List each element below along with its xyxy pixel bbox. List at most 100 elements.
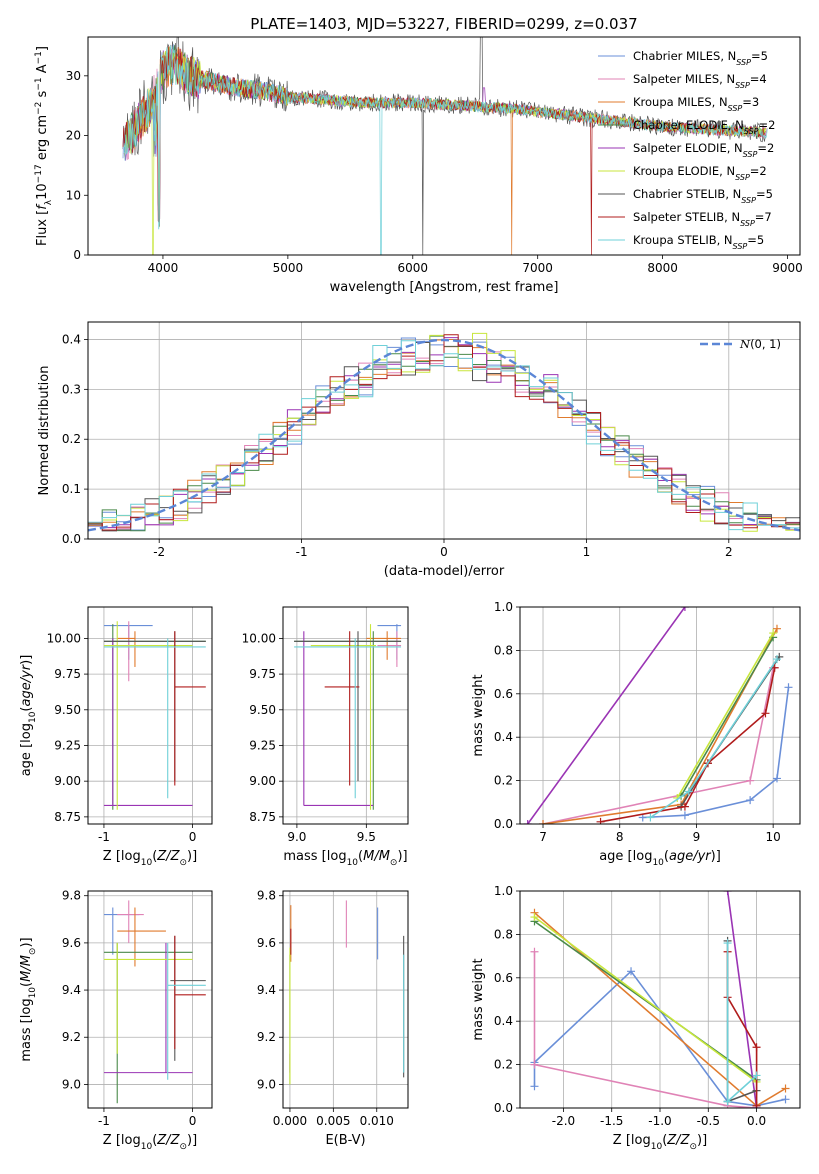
x-tick-label: 9.0 [287,830,306,844]
plot-area-mass-vs-ebv [289,900,405,1085]
plot-area-residuals [88,332,800,532]
histogram-7 [88,334,800,531]
spectrum-line-8 [123,45,768,255]
weight-marker-7 [752,1101,761,1108]
y-tick-label: 9.4 [62,983,81,997]
x-tick-label: 9 [693,830,701,844]
axes-residuals: -2 -1 0 1 2 0.0 0.1 0.2 0.3 0.4 (data-model)/error… [37,321,801,579]
axes-weight-vs-Z: -2.0 -1.5 -1.0 -0.5 0.0 0.0 0.2 0.4 0.6 0.8 1.0 Z [… [471,884,801,1152]
legend: Chabrier MILES, NSSP=5 Salpeter MILES, NS… [598,49,775,251]
weight-marker-8 [723,939,732,948]
weight-marker-0 [680,811,689,820]
y-tick-label: 9.6 [62,936,81,950]
axes-frame [87,606,213,825]
weight-marker-7 [596,817,605,824]
axes-spectrum: 4000 5000 6000 7000 8000 9000 0 10 20 30 wavelengt… [34,36,803,295]
x-tick-label: -2.0 [552,1114,575,1128]
x-tick-label: 6000 [397,261,428,275]
x-tick-label: 7000 [522,261,553,275]
weight-marker-1 [746,776,755,785]
y-tick-label: 9.0 [257,1077,276,1091]
x-axis-label: mass [log10(M/M⊙)] [283,849,407,868]
x-tick-label: -0.5 [697,1114,720,1128]
weight-marker-4 [680,607,689,611]
x-tick-label: 5000 [273,261,304,275]
weight-marker-8 [723,1097,732,1106]
x-tick-label: -1.0 [648,1114,671,1128]
legend-label: Salpeter STELIB, NSSP=7 [633,210,772,228]
y-axis-label: Normed distribution [37,366,52,496]
axes-frame [519,606,801,825]
y-tick-label: 9.25 [54,738,81,752]
y-tick-label: 9.50 [249,703,276,717]
weight-marker-7 [752,1043,761,1052]
weight-marker-0 [627,967,636,976]
axes-mass-vs-ebv: 0.000 0.005 0.010 9.0 9.2 9.4 9.6 9.8 E(B-V) [257,889,409,1148]
plot-area-mass-vs-Z [103,900,206,1104]
weight-line-4 [527,607,686,824]
x-tick-label: 1 [583,545,591,559]
y-tick-label: 0.6 [494,687,513,701]
histogram-8 [88,340,800,531]
weight-marker-0 [784,683,793,692]
legend-label: Kroupa ELODIE, NSSP=2 [633,164,767,182]
weight-marker-2 [781,1084,790,1093]
y-axis-label: mass [log10(M/M⊙)] [19,937,38,1061]
x-tick-label: 8000 [647,261,678,275]
x-tick-label: -1 [98,830,110,844]
y-axis-label: mass weight [471,674,486,756]
x-tick-label: 9.5 [357,830,376,844]
x-tick-label: 0.000 [273,1114,307,1128]
weight-marker-0 [772,774,781,783]
legend-label: Chabrier MILES, NSSP=5 [633,49,768,67]
axes-frame [282,606,409,825]
y-tick-label: 0.4 [494,730,513,744]
x-tick-label: 0.010 [360,1114,394,1128]
weight-marker-8 [752,1071,761,1080]
axes-mass-vs-Z: -1 0 9.0 9.2 9.4 9.6 9.8 Z [log10(Z/Z⊙)] mass [l… [19,889,213,1152]
weight-marker-5 [530,913,539,922]
y-axis-label: Flux [fλ10−17 erg cm−2 s−1 A−1] [34,46,54,246]
axes-age-vs-Z: -1 0 8.75 9.00 9.25 9.50 9.75 10.00 Z [log10(Z/Z… [19,606,213,868]
x-tick-label: 2 [725,545,733,559]
figure-title: PLATE=1403, MJD=53227, FIBERID=0299, z=0… [250,15,637,33]
y-tick-label: 8.75 [54,810,81,824]
y-tick-label: 9.0 [62,1077,81,1091]
y-axis-label: age [log10(age/yr)] [19,655,38,777]
y-tick-label: 0.0 [494,817,513,831]
y-tick-label: 10.00 [47,631,81,645]
y-tick-label: 9.75 [54,667,81,681]
plot-area-weight-vs-Z [530,891,790,1108]
y-tick-label: 9.50 [54,703,81,717]
weight-line-2 [542,628,778,824]
x-tick-label: 4000 [148,261,179,275]
x-tick-label: 10 [766,830,781,844]
y-tick-label: 9.4 [257,983,276,997]
weight-marker-1 [530,947,539,956]
legend-label: Chabrier ELODIE, NSSP=2 [633,118,775,136]
plot-area-weight-vs-age [523,607,793,824]
spectrum-line-7 [122,46,765,255]
x-tick-label: 0.005 [316,1114,350,1128]
y-tick-label: 1.0 [494,600,513,614]
weight-line-3 [680,636,774,797]
y-tick-label: 30 [66,69,81,83]
y-tick-label: 0.0 [494,1101,513,1115]
legend-label: Salpeter ELODIE, NSSP=2 [633,141,774,159]
x-tick-label: -1 [98,1114,110,1128]
weight-marker-0 [781,1095,790,1104]
weight-line-3 [534,920,758,1081]
weight-marker-0 [746,796,755,805]
plot-area-spectrum [122,37,768,255]
axes-age-vs-mass: 9.0 9.5 8.75 9.00 9.25 9.50 9.75 10.00 mass [log… [242,606,409,868]
x-axis-label: (data-model)/error [384,564,505,579]
y-tick-label: 9.2 [62,1030,81,1044]
normal-reference-curve [88,338,800,532]
weight-line-5 [676,632,774,799]
x-axis-label: wavelength [Angstrom, rest frame] [330,280,559,295]
weight-marker-8 [684,787,693,796]
y-tick-label: 0.2 [494,774,513,788]
legend-label: Kroupa STELIB, NSSP=5 [633,233,764,251]
y-tick-label: 9.8 [62,889,81,903]
plot-area-age-vs-mass [294,624,402,810]
